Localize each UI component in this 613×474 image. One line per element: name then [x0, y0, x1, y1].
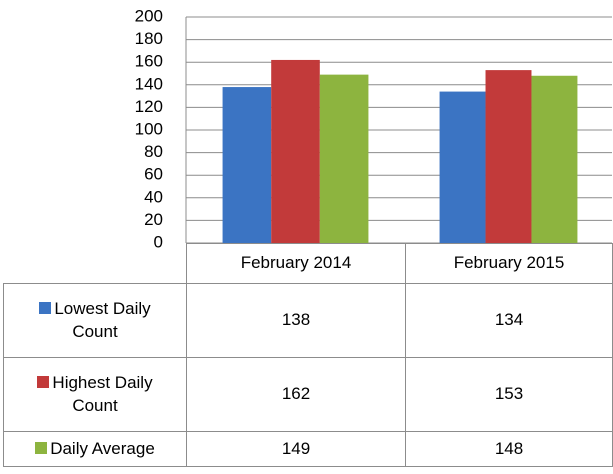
legend-label: Highest Daily Count	[52, 373, 153, 415]
legend-entry: Lowest Daily Count	[19, 298, 171, 342]
value-cell: 149	[186, 431, 406, 467]
legend-entry: Daily Average	[19, 438, 171, 460]
legend-cell: Highest Daily Count	[3, 357, 187, 432]
y-tick-label: 60	[144, 165, 163, 184]
legend-label: Lowest Daily Count	[54, 299, 151, 341]
y-tick-label: 40	[144, 187, 163, 206]
y-tick-label: 120	[135, 97, 163, 116]
bar	[222, 87, 272, 243]
y-tick-label: 20	[144, 210, 163, 229]
bar	[439, 91, 486, 243]
value-cell: 134	[405, 283, 613, 358]
y-tick-label: 80	[144, 142, 163, 161]
y-tick-label: 180	[135, 29, 163, 48]
bar	[531, 75, 578, 243]
legend-key	[35, 441, 48, 454]
value-cell: 162	[186, 357, 406, 432]
legend-cell: Lowest Daily Count	[3, 283, 187, 358]
legend-key	[37, 376, 50, 389]
value-cell: 148	[405, 431, 613, 467]
y-tick-label: 200	[135, 6, 163, 25]
x-tick-label: February 2014	[186, 243, 406, 284]
legend-label: Daily Average	[50, 438, 155, 458]
legend-entry: Highest Daily Count	[19, 372, 171, 416]
x-tick-label: February 2015	[405, 243, 613, 284]
y-tick-label: 140	[135, 74, 163, 93]
legend-cell: Daily Average	[3, 431, 187, 467]
y-tick-label: 100	[135, 119, 163, 138]
bar	[319, 74, 369, 243]
bar	[271, 59, 320, 243]
value-cell: 138	[186, 283, 406, 358]
legend-key	[39, 302, 52, 315]
bar	[485, 70, 532, 243]
y-tick-label: 160	[135, 52, 163, 71]
y-tick-label: 0	[154, 232, 163, 251]
value-cell: 153	[405, 357, 613, 432]
